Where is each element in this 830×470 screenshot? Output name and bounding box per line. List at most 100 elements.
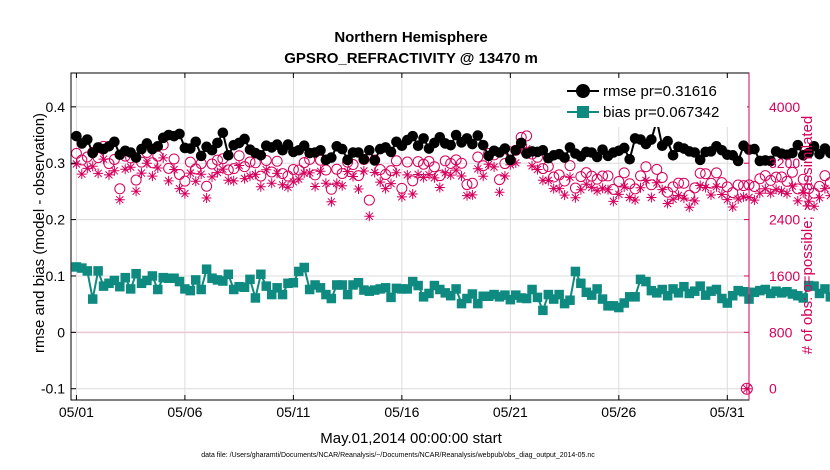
outlier-possible-point	[740, 382, 753, 395]
bias-point	[706, 286, 716, 296]
bias-point	[505, 294, 516, 305]
possible-point	[586, 170, 598, 182]
rmse-point	[326, 152, 337, 163]
bias-point	[483, 291, 494, 302]
assimilated-point	[212, 167, 223, 178]
assimilated-point	[272, 168, 283, 179]
bias-point	[407, 276, 418, 287]
assimilated-point	[261, 164, 272, 175]
bias-point	[489, 289, 499, 300]
rmse-point	[765, 155, 776, 167]
rmse-point	[537, 144, 549, 156]
possible-point	[597, 170, 609, 182]
possible-point	[244, 156, 256, 168]
legend-bias-marker	[577, 106, 589, 118]
rmse-point	[450, 129, 462, 141]
series-bias	[71, 262, 830, 316]
rmse-point	[505, 154, 516, 166]
rmse-point	[190, 136, 202, 148]
assimilated-point	[234, 160, 245, 171]
bias-point	[342, 289, 353, 300]
possible-point	[694, 167, 706, 179]
assimilated-point	[727, 202, 738, 212]
possible-point	[456, 157, 468, 169]
series-rmse	[71, 115, 830, 167]
assimilated-point	[396, 191, 407, 202]
assimilated-point	[266, 178, 277, 189]
bias-point	[532, 292, 543, 303]
assimilated-point	[326, 196, 337, 207]
bias-point	[266, 289, 277, 300]
bias-point	[809, 281, 819, 291]
bias-point	[782, 287, 792, 297]
bias-point	[684, 288, 695, 299]
rmse-point	[255, 150, 267, 161]
bias-point	[288, 277, 299, 288]
possible-point	[352, 170, 364, 182]
possible-point	[797, 173, 809, 185]
rmse-point	[732, 155, 744, 167]
possible-point	[363, 194, 375, 206]
possible-point	[271, 155, 283, 167]
assimilated-point	[386, 178, 396, 189]
assimilated-point	[494, 187, 505, 198]
assimilated-point	[673, 190, 684, 201]
bias-point	[521, 293, 532, 304]
assimilated-point	[320, 178, 331, 189]
assimilated-point	[700, 182, 711, 193]
bias-point	[668, 284, 678, 294]
y2-tick-label: 2400	[769, 212, 800, 228]
rmse-point	[81, 134, 93, 145]
rmse-point	[694, 154, 706, 166]
bias-point	[136, 278, 147, 289]
rmse-point	[825, 147, 830, 159]
assimilated-point	[662, 198, 673, 209]
assimilated-point	[245, 171, 255, 182]
bias-point	[261, 281, 272, 291]
rmse-point	[445, 139, 456, 151]
assimilated-point	[613, 189, 624, 200]
bias-point	[207, 273, 217, 283]
assimilated-point	[201, 193, 212, 203]
assimilated-point	[559, 190, 570, 201]
chart-title: Northern Hemisphere	[334, 29, 487, 46]
assimilated-point	[445, 170, 456, 181]
assimilated-point	[131, 186, 142, 197]
bias-point	[787, 289, 798, 299]
bias-point	[375, 284, 385, 294]
bias-point	[570, 266, 581, 277]
assimilated-point	[532, 164, 543, 175]
bias-point	[158, 272, 168, 283]
x-tick-label: 05/11	[276, 404, 310, 420]
bias-point	[749, 287, 760, 298]
assimilated-point	[510, 157, 521, 168]
possible-point	[428, 161, 440, 173]
y-tick-label: 0.4	[46, 99, 66, 115]
x-tick-label: 05/21	[493, 404, 528, 420]
assimilated-point	[283, 182, 293, 193]
legend-box	[561, 78, 747, 127]
possible-point	[635, 170, 647, 182]
bias-point	[646, 285, 657, 296]
bias-point	[353, 277, 364, 288]
y2-tick-label: 3200	[769, 155, 800, 171]
y-tick-label: 0	[57, 324, 65, 340]
rmse-point	[749, 143, 760, 155]
assimilated-point	[250, 169, 261, 180]
assimilated-point	[98, 154, 109, 165]
rmse-point	[624, 153, 635, 165]
y2-tick-label: 800	[769, 324, 793, 340]
assimilated-point	[364, 211, 375, 222]
bias-point	[163, 273, 174, 283]
bias-point	[565, 295, 575, 305]
assimilated-point	[825, 190, 830, 201]
assimilated-point	[499, 171, 510, 181]
assimilated-point	[814, 192, 825, 203]
assimilated-point	[798, 187, 809, 198]
assimilated-point	[776, 186, 787, 197]
bias-point	[700, 290, 711, 300]
bias-point	[337, 280, 347, 290]
bias-point	[798, 293, 808, 303]
bias-point	[82, 266, 93, 276]
